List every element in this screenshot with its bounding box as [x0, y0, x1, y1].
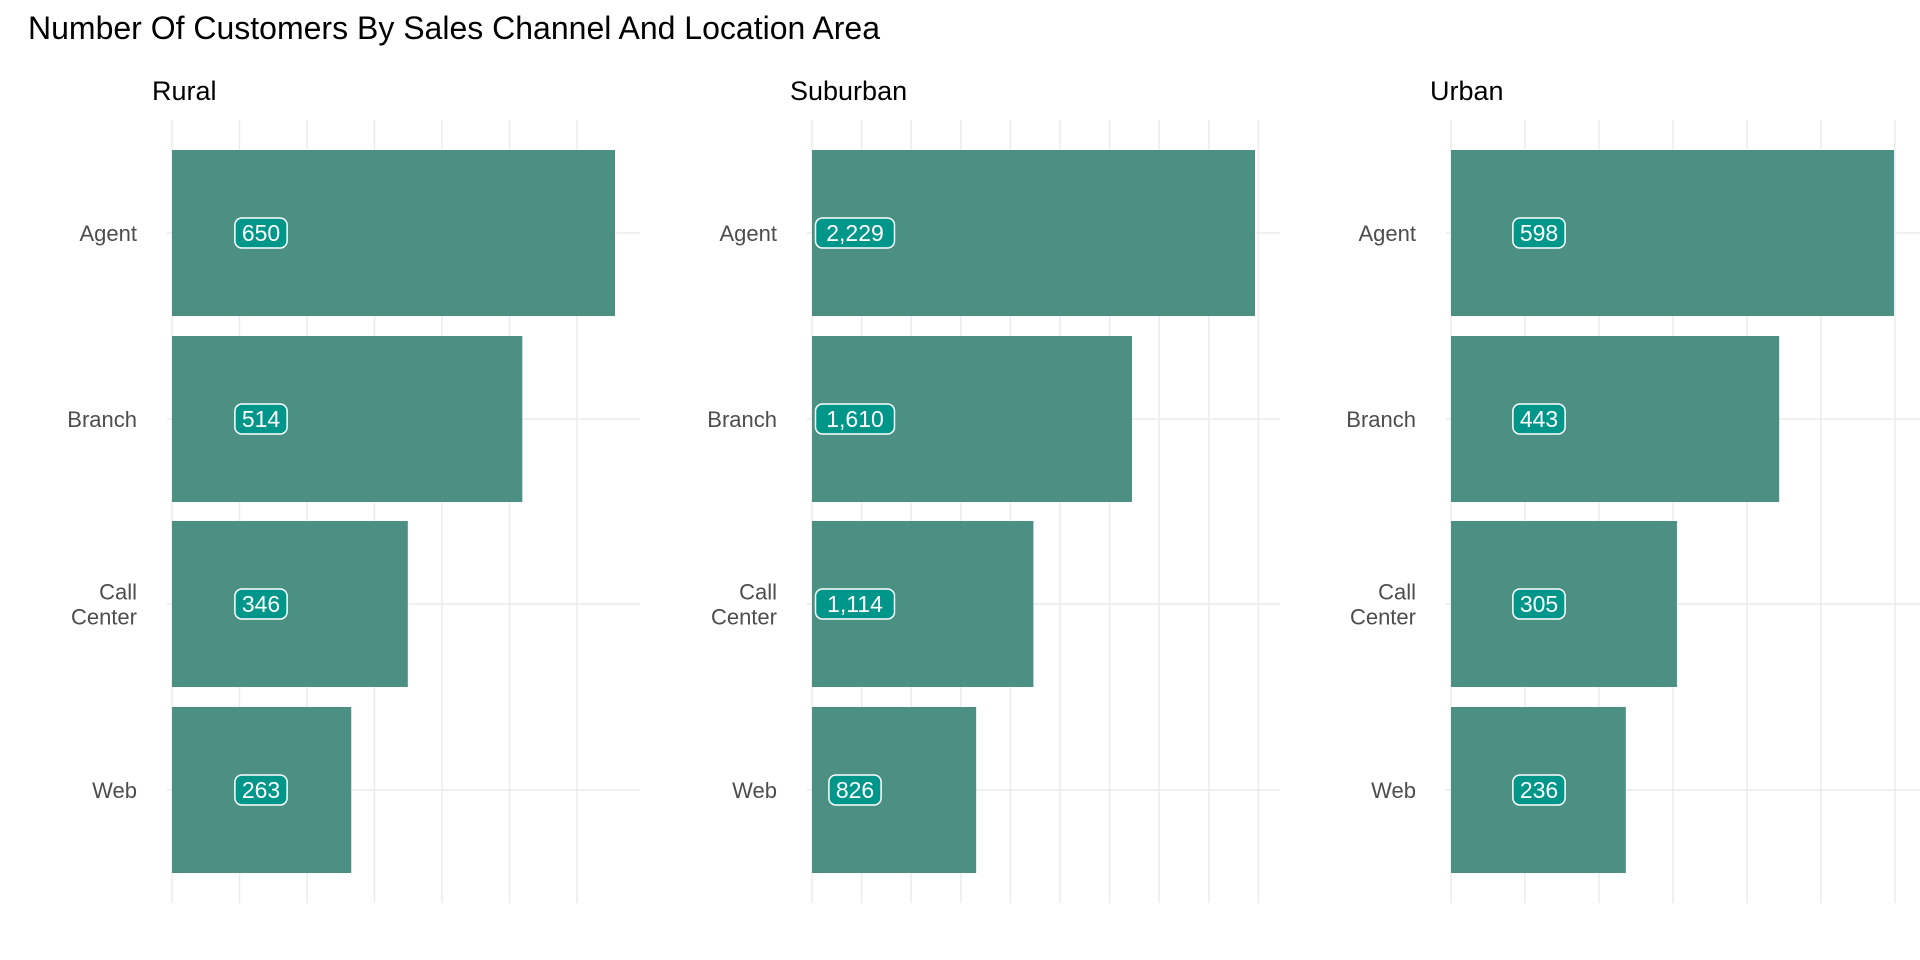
value-label-box	[234, 588, 288, 620]
value-label-box	[828, 774, 882, 806]
category-label: Agent	[720, 221, 778, 246]
value-label: 443	[1520, 406, 1558, 432]
value-label: 263	[242, 777, 280, 803]
value-label-box	[1512, 217, 1566, 249]
value-label: 305	[1520, 591, 1558, 617]
facet-title: Rural	[152, 76, 217, 106]
category-label: Branch	[1346, 407, 1416, 432]
category-label: Web	[732, 778, 777, 803]
value-label-box	[234, 217, 288, 249]
category-label: Web	[92, 778, 137, 803]
bar	[1451, 336, 1780, 502]
value-label: 1,610	[826, 406, 884, 432]
bar	[172, 521, 408, 687]
value-label-box	[234, 403, 288, 435]
value-label-box	[1512, 774, 1566, 806]
category-label: Call Center	[71, 580, 137, 630]
value-label-box	[1512, 588, 1566, 620]
value-label-box	[814, 403, 896, 435]
category-label: Call Center	[1350, 580, 1416, 630]
value-label: 1,114	[827, 591, 883, 617]
value-label-box	[1512, 403, 1566, 435]
facet-title: Urban	[1430, 76, 1504, 106]
value-label-box	[234, 774, 288, 806]
value-label: 346	[242, 591, 280, 617]
value-label: 236	[1520, 777, 1558, 803]
value-label: 826	[836, 777, 874, 803]
value-label-box	[814, 588, 896, 620]
chart-title: Number Of Customers By Sales Channel And…	[28, 10, 880, 46]
value-label: 514	[242, 406, 281, 432]
value-label: 598	[1520, 220, 1558, 246]
category-label: Branch	[707, 407, 777, 432]
category-label: Agent	[1359, 221, 1417, 246]
category-label: Web	[1371, 778, 1416, 803]
bar	[172, 336, 523, 502]
value-label: 2,229	[826, 220, 884, 246]
category-label: Call Center	[711, 580, 777, 630]
facet-title: Suburban	[790, 76, 907, 106]
category-label: Agent	[80, 221, 138, 246]
category-label: Branch	[67, 407, 137, 432]
value-label: 650	[242, 220, 280, 246]
value-label-box	[814, 217, 896, 249]
